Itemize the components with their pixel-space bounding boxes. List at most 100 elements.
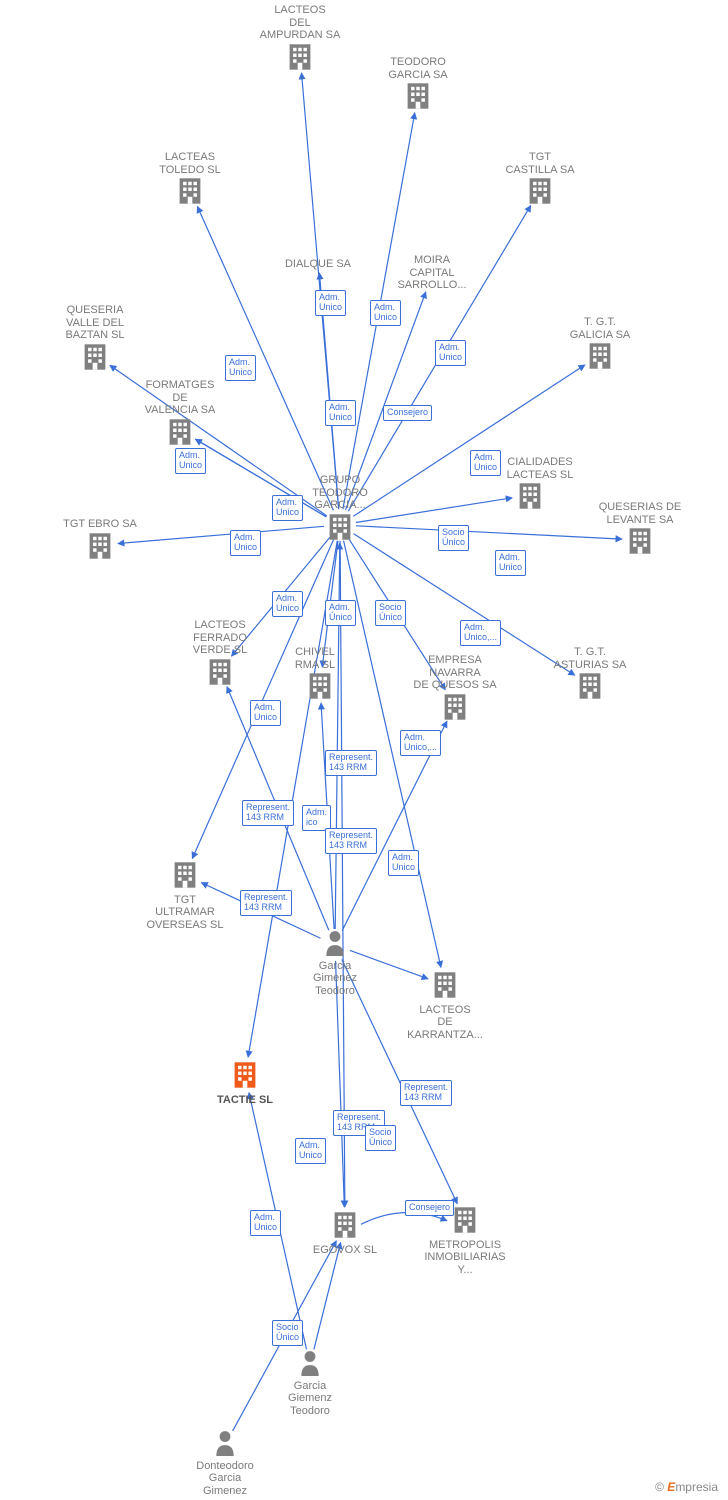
building-icon: [404, 81, 432, 111]
edge-label: Adm. Unico: [388, 850, 419, 876]
node-label: GarciaGiemenzTeodoro: [255, 1380, 365, 1418]
node-label: DonteodoroGarciaGimenez: [170, 1460, 280, 1498]
node-label: T. G.T.ASTURIAS SA: [535, 646, 645, 671]
person-icon: [299, 1350, 321, 1376]
node-label: T. G.T.GALICIA SA: [545, 316, 655, 341]
node-label: MOIRACAPITALSARROLLO...: [377, 254, 487, 292]
node-label: GarciaGimenezTeodoro: [280, 960, 390, 998]
building-icon: [231, 1060, 259, 1090]
building-icon: [206, 657, 234, 687]
edge-label: Adm. Unico,...: [460, 620, 501, 646]
node-label: TGTCASTILLA SA: [485, 151, 595, 176]
edge-line: [197, 206, 333, 510]
building-icon: [306, 671, 334, 701]
node-label: EGOVOX SL: [290, 1244, 400, 1257]
node-label: DIALQUE SA: [263, 258, 373, 271]
edge-label: Represent. 143 RRM: [400, 1080, 452, 1106]
building-icon: [526, 176, 554, 206]
node-empresa_navarra[interactable]: EMPRESANAVARRADE QUESOS SA: [400, 654, 510, 726]
node-label: LACTEOSDELAMPURDAN SA: [245, 4, 355, 42]
edge-label: Socio Único: [272, 1320, 303, 1346]
node-egovox[interactable]: EGOVOX SL: [290, 1210, 400, 1256]
edge-label: Consejero: [405, 1200, 454, 1216]
edge-label: Adm. Unico: [295, 1138, 326, 1164]
node-teodoro_garcia_sa[interactable]: TEODOROGARCIA SA: [363, 56, 473, 115]
edge-label: Adm. Unico: [225, 355, 256, 381]
edge-label: Represent. 143 RRM: [240, 890, 292, 916]
node-tgt_castilla[interactable]: TGTCASTILLA SA: [485, 151, 595, 210]
node-label: TGTULTRAMAROVERSEAS SL: [130, 894, 240, 932]
person-icon: [324, 930, 346, 956]
building-icon: [451, 1205, 479, 1235]
building-icon: [326, 512, 354, 542]
building-icon: [431, 970, 459, 1000]
node-lacteas_toledo[interactable]: LACTEASTOLEDO SL: [135, 151, 245, 210]
node-garcia_giemenz[interactable]: GarciaGiemenzTeodoro: [255, 1350, 365, 1418]
edge-label: Socio Único: [375, 600, 406, 626]
edge-label: Adm. Unico: [325, 400, 356, 426]
node-tgt_ebro[interactable]: TGT EBRO SA: [45, 518, 155, 564]
node-donteodoro[interactable]: DonteodoroGarciaGimenez: [170, 1430, 280, 1498]
edge-label: Adm. Unico: [272, 495, 303, 521]
building-icon: [171, 860, 199, 890]
building-icon: [441, 692, 469, 722]
node-label: TACTIE SL: [190, 1094, 300, 1107]
edge-label: Adm. Unico: [175, 448, 206, 474]
edge-label: Represent. 143 RRM: [242, 800, 294, 826]
copyright: © Empresia: [655, 1480, 718, 1494]
building-icon: [576, 671, 604, 701]
node-lacteos_karrantza[interactable]: LACTEOSDEKARRANTZA...: [390, 970, 500, 1042]
edge-label: Adm. Unico: [370, 300, 401, 326]
node-label: QUESERIAS DELEVANTE SA: [585, 501, 695, 526]
node-tgt_asturias[interactable]: T. G.T.ASTURIAS SA: [535, 646, 645, 705]
node-tgt_galicia[interactable]: T. G.T.GALICIA SA: [545, 316, 655, 375]
edge-label: Adm. Unico: [250, 1210, 281, 1236]
node-queserias_levante[interactable]: QUESERIAS DELEVANTE SA: [585, 501, 695, 560]
edge-label: Represent. 143 RRM: [325, 828, 377, 854]
edge-label: Adm. Unico: [435, 340, 466, 366]
node-moira[interactable]: MOIRACAPITALSARROLLO...: [377, 254, 487, 292]
node-label: TGT EBRO SA: [45, 518, 155, 531]
edge-line: [314, 1242, 341, 1349]
edge-label: Consejero: [383, 405, 432, 421]
node-label: QUESERIAVALLE DELBAZTAN SL: [40, 304, 150, 342]
building-icon: [331, 1210, 359, 1240]
building-icon: [286, 42, 314, 72]
edge-label: Represent. 143 RRM: [325, 750, 377, 776]
node-garcia_gimenez[interactable]: GarciaGimenezTeodoro: [280, 930, 390, 998]
edge-label: Socio Único: [365, 1125, 396, 1151]
node-label: METROPOLISINMOBILIARIASY...: [410, 1239, 520, 1277]
node-formatges_valencia[interactable]: FORMATGESDEVALENCIA SA: [125, 379, 235, 451]
edge-label: Adm. Unico: [250, 700, 281, 726]
edge-label: Adm. Único: [325, 600, 356, 626]
node-label: LACTEOSDEKARRANTZA...: [390, 1004, 500, 1042]
node-label: CHIVELRMA SL: [260, 646, 370, 671]
edge-label: Adm. Unico,...: [400, 730, 441, 756]
edge-label: Adm. ico: [302, 805, 331, 831]
copyright-text: mpresia: [675, 1480, 718, 1494]
building-icon: [86, 531, 114, 561]
node-chivel[interactable]: CHIVELRMA SL: [265, 646, 375, 705]
node-label: LACTEASTOLEDO SL: [135, 151, 245, 176]
building-icon: [166, 417, 194, 447]
building-icon: [81, 342, 109, 372]
node-label: EMPRESANAVARRADE QUESOS SA: [400, 654, 510, 692]
node-tactie[interactable]: TACTIE SL: [190, 1060, 300, 1106]
edge-line: [340, 541, 345, 1207]
node-dialque[interactable]: DIALQUE SA: [263, 258, 373, 271]
node-label: CIALIDADESLACTEAS SL: [495, 456, 585, 481]
node-tgt_ultramar[interactable]: TGTULTRAMAROVERSEAS SL: [130, 860, 240, 932]
building-icon: [176, 176, 204, 206]
edge-label: Adm. Unico: [495, 550, 526, 576]
node-lacteos_ampurdan[interactable]: LACTEOSDELAMPURDAN SA: [245, 4, 355, 76]
edge-label: Adm. Unico: [470, 450, 501, 476]
building-icon: [516, 481, 544, 511]
building-icon: [586, 341, 614, 371]
building-icon: [626, 526, 654, 556]
person-icon: [214, 1430, 236, 1456]
node-queseria_baztan[interactable]: QUESERIAVALLE DELBAZTAN SL: [40, 304, 150, 376]
node-label: TEODOROGARCIA SA: [363, 56, 473, 81]
edge-line: [336, 961, 345, 1207]
node-label: FORMATGESDEVALENCIA SA: [125, 379, 235, 417]
edge-label: Adm. Unico: [230, 530, 261, 556]
